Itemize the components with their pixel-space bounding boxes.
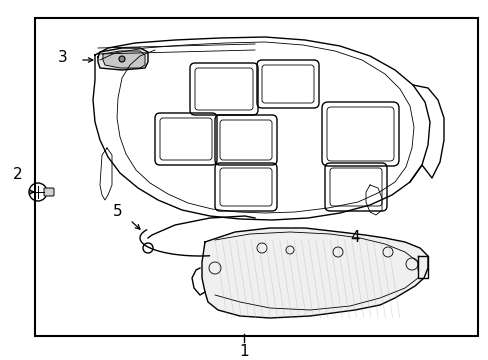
Text: 4: 4	[349, 230, 359, 246]
FancyBboxPatch shape	[44, 188, 54, 196]
Circle shape	[119, 56, 125, 62]
Polygon shape	[98, 48, 148, 70]
Polygon shape	[103, 51, 145, 68]
Text: 3: 3	[58, 50, 68, 66]
Text: 1: 1	[239, 345, 248, 360]
Bar	[35, 18, 477, 336]
Text: 2: 2	[13, 167, 23, 183]
Polygon shape	[202, 228, 427, 318]
Text: 5: 5	[113, 204, 122, 220]
